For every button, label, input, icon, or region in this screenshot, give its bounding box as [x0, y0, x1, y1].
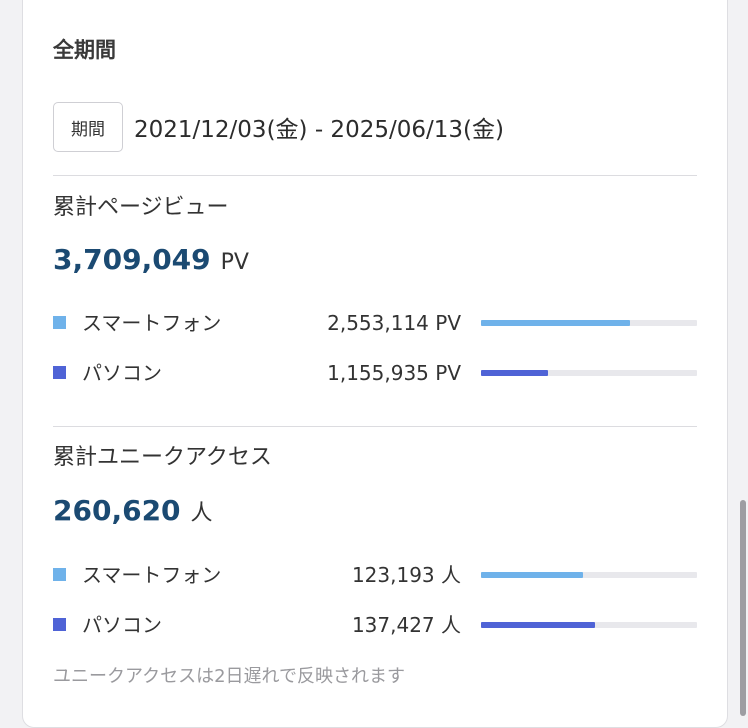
- device-value: 123,193 人: [351, 563, 461, 587]
- device-label: パソコン: [82, 613, 162, 637]
- pageviews-title: 累計ページビュー: [53, 195, 229, 220]
- device-label: パソコン: [82, 361, 162, 385]
- unique-access-total: 260,620 人: [53, 494, 213, 527]
- share-bar-fill: [481, 572, 584, 578]
- unique-access-total-unit: 人: [190, 501, 213, 526]
- share-bar-fill: [481, 370, 549, 376]
- unique-access-row-pc: パソコン 137,427 人: [53, 610, 697, 640]
- divider: [53, 426, 697, 427]
- share-bar: [481, 572, 697, 578]
- section-title: 全期間: [53, 38, 116, 62]
- pageviews-total: 3,709,049 PV: [53, 243, 249, 276]
- device-value: 2,553,114 PV: [327, 311, 461, 335]
- pageviews-total-value: 3,709,049: [53, 243, 211, 276]
- period-range: 2021/12/03(金) - 2025/06/13(金): [134, 117, 504, 143]
- share-bar-fill: [481, 622, 595, 628]
- unique-access-total-value: 260,620: [53, 494, 181, 527]
- share-bar: [481, 370, 697, 376]
- pageviews-row-pc: パソコン 1,155,935 PV: [53, 358, 697, 388]
- legend-swatch-pc: [53, 366, 66, 379]
- stats-card: 全期間 期間 2021/12/03(金) - 2025/06/13(金) 累計ペ…: [22, 0, 728, 728]
- period-row: 期間 2021/12/03(金) - 2025/06/13(金): [53, 101, 504, 153]
- divider: [53, 175, 697, 176]
- device-value: 137,427 人: [351, 613, 461, 637]
- period-badge: 期間: [53, 102, 123, 152]
- unique-access-title: 累計ユニークアクセス: [53, 445, 272, 470]
- share-bar-fill: [481, 320, 630, 326]
- update-note: ユニークアクセスは2日遅れで反映されます: [53, 666, 406, 687]
- legend-swatch-pc: [53, 618, 66, 631]
- legend-swatch-smartphone: [53, 568, 66, 581]
- share-bar: [481, 320, 697, 326]
- pageviews-row-smartphone: スマートフォン 2,553,114 PV: [53, 308, 697, 338]
- scrollbar[interactable]: [740, 500, 746, 716]
- device-label: スマートフォン: [82, 311, 222, 335]
- share-bar: [481, 622, 697, 628]
- device-value: 1,155,935 PV: [327, 361, 461, 385]
- unique-access-row-smartphone: スマートフォン 123,193 人: [53, 560, 697, 590]
- legend-swatch-smartphone: [53, 316, 66, 329]
- device-label: スマートフォン: [82, 563, 222, 587]
- pageviews-total-unit: PV: [220, 250, 249, 275]
